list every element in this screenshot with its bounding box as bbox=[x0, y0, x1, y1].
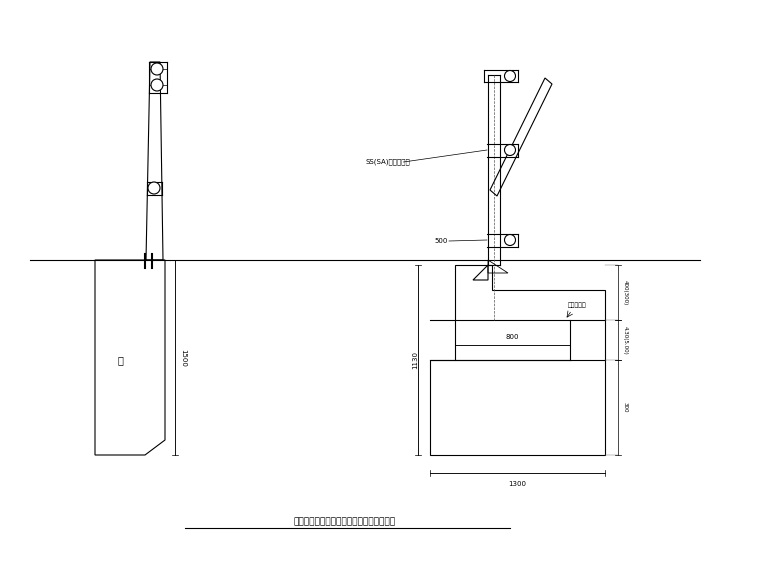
Circle shape bbox=[505, 235, 515, 245]
Text: 300: 300 bbox=[622, 402, 628, 413]
Text: SS(SA)级路基护栏: SS(SA)级路基护栏 bbox=[365, 158, 410, 165]
Text: 车行道标高: 车行道标高 bbox=[568, 302, 587, 308]
Text: 800: 800 bbox=[505, 334, 519, 340]
Circle shape bbox=[148, 182, 160, 194]
Text: 1500: 1500 bbox=[180, 348, 186, 367]
Text: 挡墙上为人行道栏杆和防撞栏杆结构示意图: 挡墙上为人行道栏杆和防撞栏杆结构示意图 bbox=[294, 518, 396, 526]
Text: 400(300): 400(300) bbox=[622, 280, 628, 305]
Text: 墙: 墙 bbox=[117, 355, 123, 365]
Text: 1300: 1300 bbox=[508, 481, 527, 487]
Text: 500: 500 bbox=[435, 238, 448, 244]
Circle shape bbox=[505, 145, 515, 156]
Circle shape bbox=[505, 70, 515, 81]
Circle shape bbox=[151, 63, 163, 75]
Text: 1130: 1130 bbox=[412, 351, 418, 369]
Circle shape bbox=[151, 79, 163, 91]
Text: 4.30(5.00): 4.30(5.00) bbox=[622, 325, 628, 355]
